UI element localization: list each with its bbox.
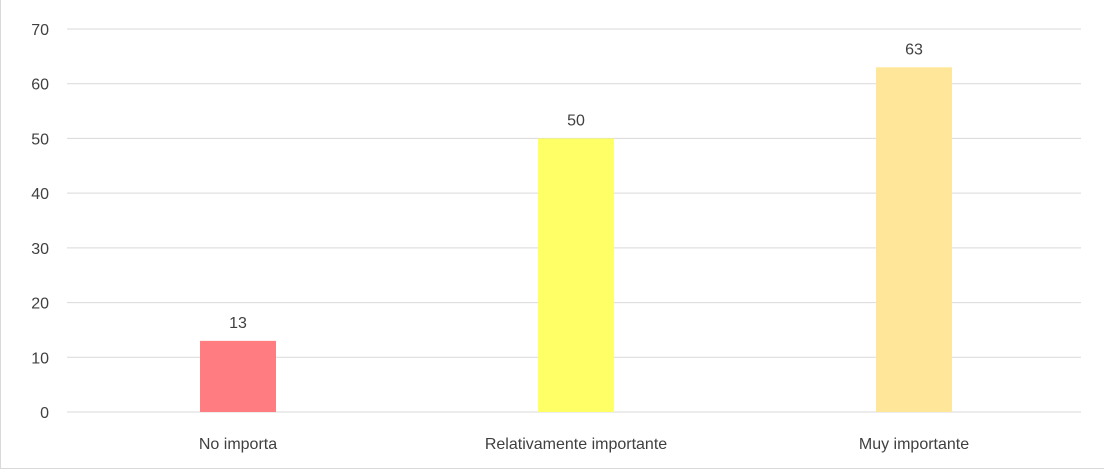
y-axis-tick-labels: 0 10 20 30 40 50 60 70 — [31, 22, 49, 422]
y-tick-label-0: 0 — [40, 405, 49, 422]
data-label-3: 63 — [905, 41, 923, 58]
data-label-2: 50 — [567, 112, 585, 129]
x-tick-label-1: No importa — [199, 436, 277, 453]
bar-3 — [876, 67, 952, 413]
data-labels: 13 50 63 — [229, 41, 923, 332]
y-tick-label-10: 10 — [31, 350, 49, 367]
x-axis-tick-labels: No importa Relativamente importante Muy im… — [199, 436, 969, 453]
y-tick-label-30: 30 — [31, 241, 49, 258]
bars — [200, 67, 952, 413]
bar-1 — [200, 340, 276, 412]
x-tick-label-2: Relativamente importante — [485, 436, 667, 453]
y-tick-label-20: 20 — [31, 296, 49, 313]
y-tick-label-60: 60 — [31, 77, 49, 94]
y-tick-label-70: 70 — [31, 22, 49, 39]
y-tick-label-50: 50 — [31, 131, 49, 148]
bar-2 — [538, 138, 614, 412]
data-label-1: 13 — [229, 315, 247, 332]
x-tick-label-3: Muy importante — [859, 436, 969, 453]
y-tick-label-40: 40 — [31, 186, 49, 203]
